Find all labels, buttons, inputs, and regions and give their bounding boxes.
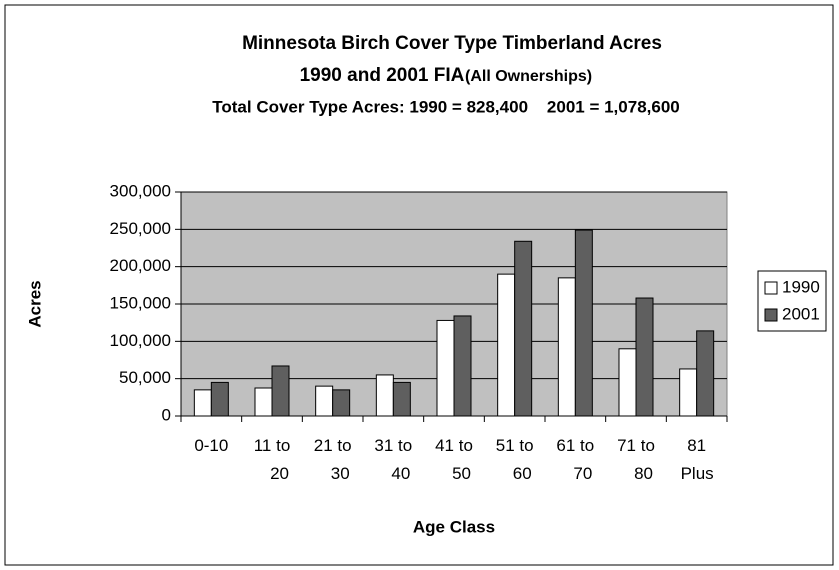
bar xyxy=(497,273,516,417)
legend-swatch xyxy=(764,308,778,322)
legend-box xyxy=(757,270,827,332)
y-tick-label: 100,000 xyxy=(110,331,171,350)
x-tick-label: 51 to 60 xyxy=(496,436,534,483)
bar xyxy=(635,297,654,417)
chart-subtitle-2: Total Cover Type Acres: 1990 = 828,400 2… xyxy=(212,97,679,116)
bar xyxy=(453,315,472,417)
bar xyxy=(271,365,290,417)
y-tick-label: 50,000 xyxy=(119,368,171,387)
bar xyxy=(618,348,637,417)
y-tick-label: 300,000 xyxy=(110,181,171,200)
x-tick-label: 11 to 20 xyxy=(254,436,291,483)
legend-label: 2001 xyxy=(782,304,820,323)
bar xyxy=(392,381,411,417)
x-tick-label: 61 to 70 xyxy=(556,436,594,483)
bar xyxy=(254,387,273,417)
legend-label: 1990 xyxy=(782,277,820,296)
x-tick-label: 81 Plus xyxy=(681,436,714,483)
bar xyxy=(574,229,593,417)
bar xyxy=(375,374,394,417)
bar xyxy=(210,381,229,417)
x-tick-label: 0-10 xyxy=(194,436,228,455)
legend-swatch xyxy=(764,281,778,295)
bar xyxy=(696,330,715,417)
y-tick-label: 200,000 xyxy=(110,256,171,275)
y-tick-label: 150,000 xyxy=(110,293,171,312)
bar xyxy=(436,319,455,417)
bar xyxy=(679,368,698,417)
bar xyxy=(514,240,533,417)
chart-title: Minnesota Birch Cover Type Timberland Ac… xyxy=(242,33,662,54)
bar xyxy=(193,389,212,417)
y-tick-label: 0 xyxy=(162,405,171,424)
bar xyxy=(332,389,351,417)
x-tick-label: 21 to 30 xyxy=(314,436,352,483)
bar xyxy=(557,277,576,417)
x-tick-label: 31 to 40 xyxy=(374,436,412,483)
y-axis-label: Acres xyxy=(25,280,44,327)
y-tick-label: 250,000 xyxy=(110,219,171,238)
x-axis-label: Age Class xyxy=(413,517,495,536)
x-tick-label: 71 to 80 xyxy=(617,436,655,483)
chart-subtitle: 1990 and 2001 FIA xyxy=(300,65,465,86)
bar xyxy=(315,385,334,417)
chart-subtitle-note: (All Ownerships) xyxy=(465,68,592,85)
x-tick-label: 41 to 50 xyxy=(435,436,473,483)
